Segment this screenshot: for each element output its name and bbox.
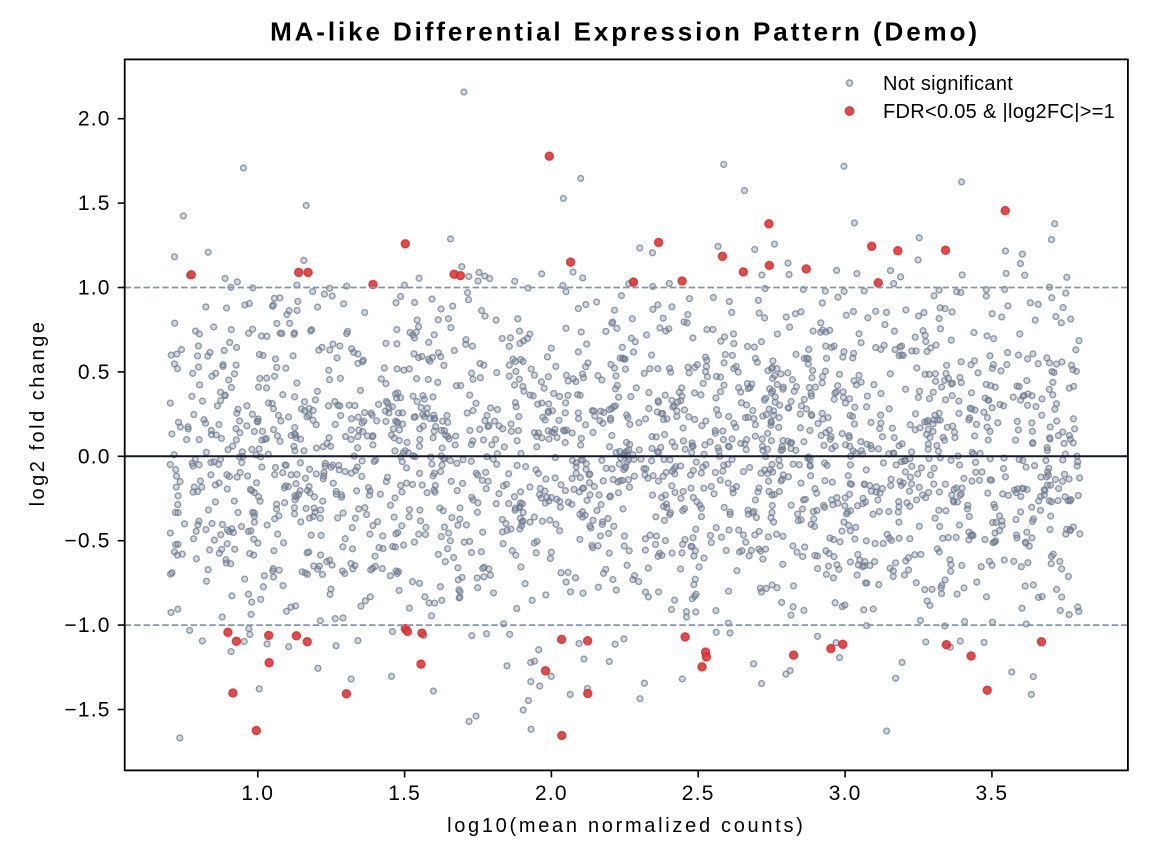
svg-text:3.0: 3.0 [829,782,862,805]
svg-text:1.0: 1.0 [78,277,111,300]
svg-text:3.5: 3.5 [976,782,1009,805]
svg-text:0.0: 0.0 [78,445,111,468]
svg-text:−1.5: −1.5 [64,699,110,722]
svg-text:2.0: 2.0 [535,782,568,805]
svg-text:FDR<0.05 & |log2FC|>=1: FDR<0.05 & |log2FC|>=1 [883,101,1115,123]
svg-text:1.5: 1.5 [78,192,111,215]
svg-text:2.5: 2.5 [682,782,715,805]
svg-text:−1.0: −1.0 [64,614,110,637]
svg-text:−0.5: −0.5 [64,530,110,553]
svg-text:log2 fold change: log2 fold change [27,320,49,507]
svg-text:0.5: 0.5 [78,361,111,384]
svg-text:Not significant: Not significant [883,73,1013,95]
svg-text:1.0: 1.0 [241,782,274,805]
svg-text:1.5: 1.5 [388,782,421,805]
svg-text:log10(mean normalized counts): log10(mean normalized counts) [447,815,805,837]
svg-text:MA-like Differential Expressio: MA-like Differential Expression Pattern … [270,16,980,46]
svg-text:2.0: 2.0 [78,108,111,131]
